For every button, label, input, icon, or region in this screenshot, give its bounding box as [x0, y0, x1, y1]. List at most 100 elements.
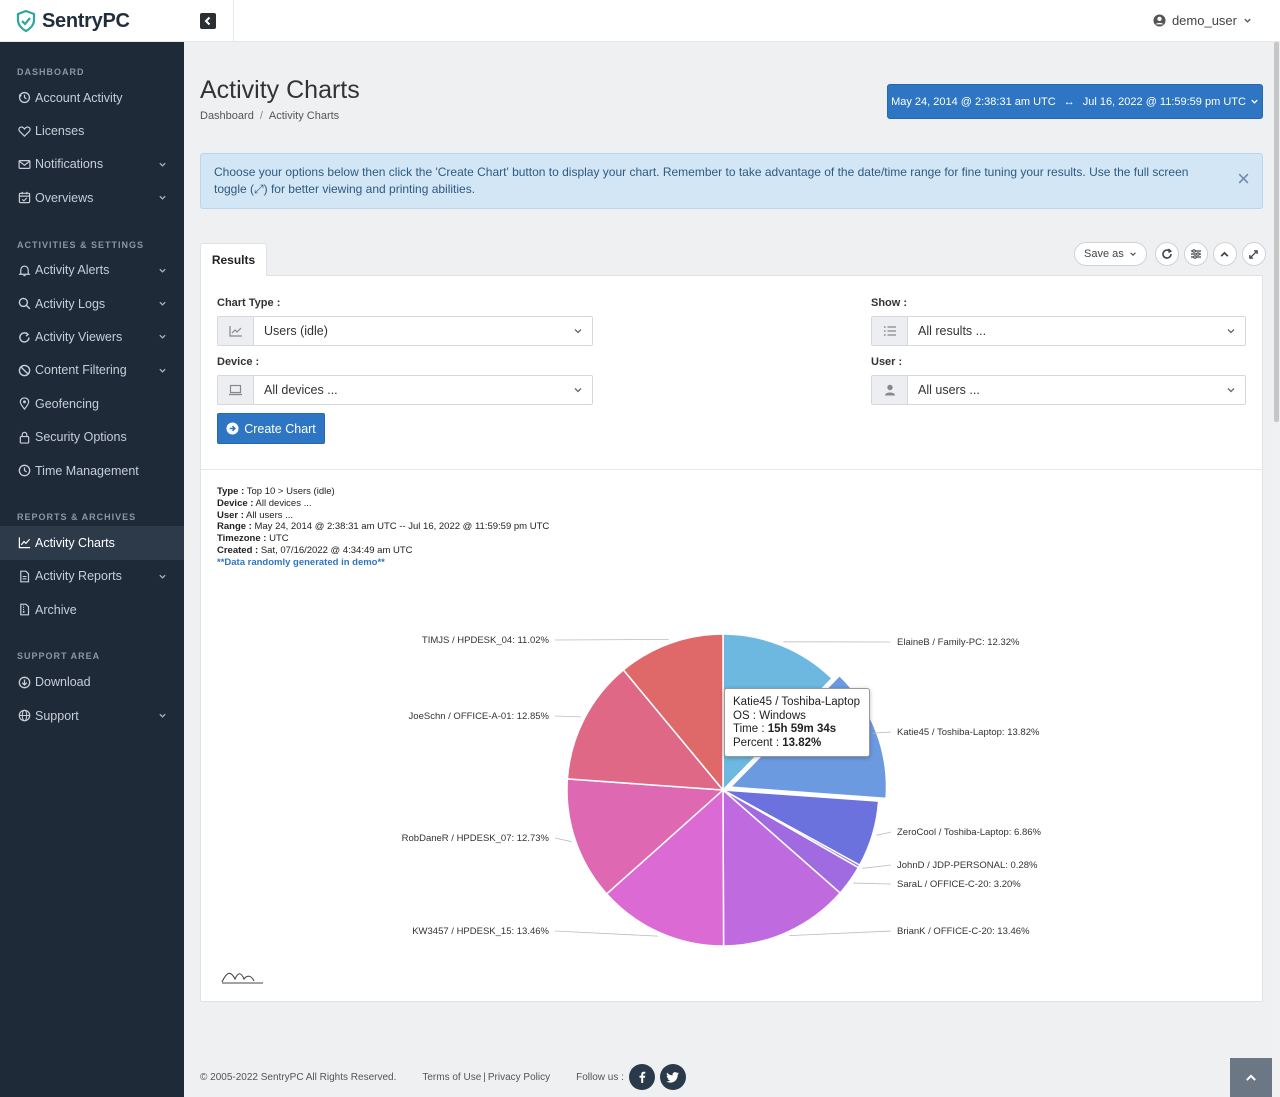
pie-slice[interactable]	[605, 788, 725, 947]
pie-slice[interactable]	[722, 788, 842, 947]
breadcrumb: Dashboard / Activity Charts	[200, 110, 339, 122]
tooltip-os: OS : Windows	[733, 710, 861, 724]
date-end: Jul 16, 2022 @ 11:59:59 pm UTC	[1082, 95, 1246, 108]
pie-label: RobDaneR / HPDESK_07: 12.73%	[402, 833, 550, 844]
tooltip-os-value: Windows	[759, 709, 806, 722]
facebook-icon[interactable]	[628, 1064, 655, 1090]
tab-results[interactable]: Results	[200, 243, 267, 276]
sidebar-item-licenses[interactable]: Licenses	[0, 114, 184, 147]
sidebar-item-label: Activity Charts	[35, 535, 115, 550]
sidebar-item-overviews[interactable]: Overviews	[0, 181, 184, 214]
footer-separator: |	[483, 1071, 486, 1083]
pie-connector	[554, 639, 669, 641]
chevron-down-icon	[574, 329, 582, 334]
sidebar-item-label: Activity Alerts	[35, 263, 110, 278]
chart-type-label: Chart Type :	[217, 297, 281, 309]
chevron-down-icon	[159, 195, 166, 200]
sidebar-item-archive[interactable]: Archive	[0, 593, 184, 626]
list-icon	[872, 317, 908, 345]
sidebar-item-content-filtering[interactable]: Content Filtering	[0, 354, 184, 387]
terms-link[interactable]: Terms of Use	[422, 1071, 482, 1083]
pie-connector	[554, 837, 572, 843]
date-range-button[interactable]: May 24, 2014 @ 2:38:31 am UTC ↔ Jul 16, …	[887, 84, 1263, 119]
sidebar-item-notifications[interactable]: Notifications	[0, 148, 184, 181]
back-to-top-button[interactable]	[1230, 1058, 1272, 1097]
sidebar-item-activity-charts[interactable]: Activity Charts	[0, 526, 184, 560]
sidebar-item-security-options[interactable]: Security Options	[0, 421, 184, 454]
page-title: Activity Charts	[200, 76, 360, 104]
footer: © 2005-2022 SentryPC All Rights Reserved…	[200, 1064, 686, 1090]
logo[interactable]: SentryPC	[0, 0, 184, 42]
sidebar-item-time-management[interactable]: Time Management	[0, 454, 184, 487]
chart-type-select[interactable]: Users (idle)	[217, 316, 593, 346]
copyright: © 2005-2022 SentryPC All Rights Reserved…	[200, 1071, 397, 1083]
create-chart-button[interactable]: Create Chart	[217, 413, 325, 444]
globe-icon	[18, 709, 31, 722]
sidebar-item-download[interactable]: Download	[0, 665, 184, 698]
sidebar-item-label: Overviews	[35, 190, 94, 205]
collapse-sidebar-button[interactable]	[200, 13, 216, 29]
sidebar-item-label: Download	[35, 675, 91, 690]
divider	[201, 469, 1262, 470]
user-menu[interactable]: demo_user	[1153, 13, 1252, 28]
scrollbar-track[interactable]	[1273, 42, 1280, 1097]
collapse-panel-button[interactable]	[1212, 242, 1237, 266]
sidebar-item-activity-alerts[interactable]: Activity Alerts	[0, 254, 184, 287]
sidebar-section-title: REPORTS & ARCHIVES	[17, 512, 137, 523]
sidebar-item-geofencing[interactable]: Geofencing	[0, 387, 184, 420]
sidebar-item-activity-logs[interactable]: Activity Logs	[0, 287, 184, 320]
pie-slice[interactable]	[622, 633, 724, 793]
breadcrumb-current: Activity Charts	[268, 110, 340, 122]
sidebar-item-support[interactable]: Support	[0, 699, 184, 732]
chart-type-value: Users (idle)	[264, 324, 328, 338]
sidebar-item-label: Notifications	[35, 157, 104, 172]
show-select[interactable]: All results ...	[871, 316, 1246, 346]
breadcrumb-dashboard[interactable]: Dashboard	[200, 110, 254, 122]
user-select[interactable]: All users ...	[871, 375, 1246, 405]
laptop-icon	[218, 376, 254, 404]
tooltip-time: Time : 15h 59m 34s	[733, 723, 861, 737]
sliders-icon	[1190, 249, 1201, 259]
sidebar-item-activity-reports[interactable]: Activity Reports	[0, 560, 184, 593]
scrollbar-thumb[interactable]	[1274, 42, 1279, 422]
pie-connector	[862, 864, 892, 869]
sidebar-item-activity-viewers[interactable]: Activity Viewers	[0, 320, 184, 353]
meta-value: Top 10 > Users (idle)	[244, 486, 335, 497]
refresh-button[interactable]	[1154, 242, 1179, 266]
chart-tooltip: Katie45 / Toshiba-Laptop OS : Windows Ti…	[724, 688, 870, 757]
chevron-down-icon	[159, 268, 166, 273]
meta-key: Range :	[217, 521, 252, 533]
chart-toolbar: Save as	[1074, 242, 1271, 266]
privacy-link[interactable]: Privacy Policy	[487, 1071, 551, 1083]
sidebar-section-title: DASHBOARD	[17, 67, 85, 77]
pie-slice[interactable]	[566, 668, 725, 791]
meta-key: User :	[217, 509, 244, 521]
sidebar-item-label: Support	[35, 708, 79, 723]
sidebar-item-label: Activity Logs	[35, 296, 106, 311]
sidebar-item-label: Licenses	[35, 124, 85, 139]
close-icon[interactable]: ×	[1237, 166, 1250, 191]
tooltip-percent-label: Percent :	[733, 736, 780, 749]
twitter-icon[interactable]	[659, 1064, 686, 1090]
info-alert: Choose your options below then click the…	[200, 153, 1263, 209]
sidebar-item-label: Activity Viewers	[35, 330, 123, 345]
meta-value: All users ...	[243, 509, 294, 521]
fullscreen-button[interactable]	[1241, 242, 1266, 266]
sidebar-item-account-activity[interactable]: Account Activity	[0, 81, 184, 114]
settings-button[interactable]	[1183, 242, 1208, 266]
meta-row: Created : Sat, 07/16/2022 @ 4:34:49 am U…	[217, 545, 549, 557]
sidebar-section-title: SUPPORT AREA	[17, 651, 101, 662]
chart-area-icon	[218, 317, 254, 345]
download-icon	[18, 676, 31, 689]
save-as-button[interactable]: Save as	[1074, 242, 1147, 266]
chevron-up-icon	[1220, 251, 1229, 257]
meta-row: User : All users ...	[217, 510, 549, 522]
device-select[interactable]: All devices ...	[217, 375, 593, 405]
sidebar-item-label: Account Activity	[35, 90, 123, 105]
pie-label: TIMJS / HPDESK_04: 11.02%	[422, 635, 550, 646]
pie-slice[interactable]	[566, 778, 725, 895]
user-value: All users ...	[918, 383, 980, 397]
device-label: Device :	[217, 356, 260, 368]
user-icon	[872, 376, 908, 404]
